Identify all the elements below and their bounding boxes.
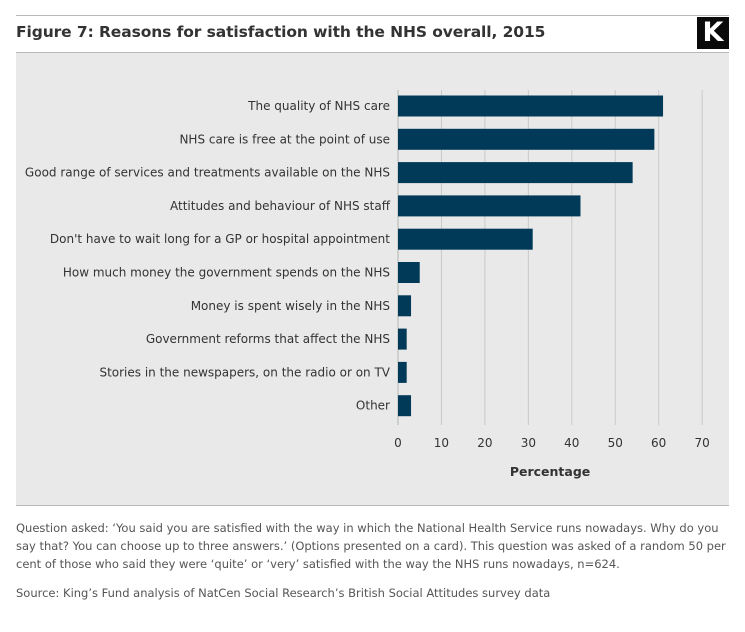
category-label: The quality of NHS care [247, 99, 390, 113]
bar-chart: The quality of NHS care NHS care is free … [25, 90, 710, 479]
bar-1 [398, 95, 664, 117]
category-label: NHS care is free at the point of use [179, 132, 390, 146]
category-label: Money is spent wisely in the NHS [191, 299, 390, 313]
kings-fund-logo: K [697, 17, 729, 49]
chart-panel: The quality of NHS care NHS care is free … [16, 52, 729, 506]
bar-8 [398, 328, 407, 350]
x-axis-title: Percentage [510, 464, 590, 479]
x-tick-label: 0 [394, 436, 402, 450]
x-tick-label: 20 [477, 436, 492, 450]
bar-7 [398, 295, 412, 317]
source-note: Source: King’s Fund analysis of NatCen S… [16, 586, 551, 600]
top-rule [16, 15, 729, 16]
category-label: Don't have to wait long for a GP or hosp… [50, 232, 390, 246]
x-tick-label: 30 [521, 436, 536, 450]
x-tick-label: 40 [564, 436, 579, 450]
x-tick-label: 50 [608, 436, 623, 450]
bar-9 [398, 361, 407, 383]
x-tick-label: 70 [695, 436, 710, 450]
category-label: Attitudes and behaviour of NHS staff [170, 199, 391, 213]
bar-4 [398, 195, 581, 217]
category-label: Government reforms that affect the NHS [146, 332, 390, 346]
category-label: Stories in the newspapers, on the radio … [99, 365, 390, 379]
category-label: How much money the government spends on … [63, 266, 390, 280]
x-tick-label: 60 [651, 436, 666, 450]
category-label: Other [356, 399, 390, 413]
bar-5 [398, 228, 533, 250]
bar-10 [398, 395, 412, 417]
category-label: Good range of services and treatments av… [25, 166, 390, 180]
question-note: Question asked: ‘You said you are satisf… [16, 521, 726, 571]
figure-title: Figure 7: Reasons for satisfaction with … [16, 23, 546, 41]
bar-2 [398, 128, 655, 150]
bar-6 [398, 262, 420, 283]
bar-3 [398, 162, 633, 184]
x-tick-label: 10 [434, 436, 449, 450]
